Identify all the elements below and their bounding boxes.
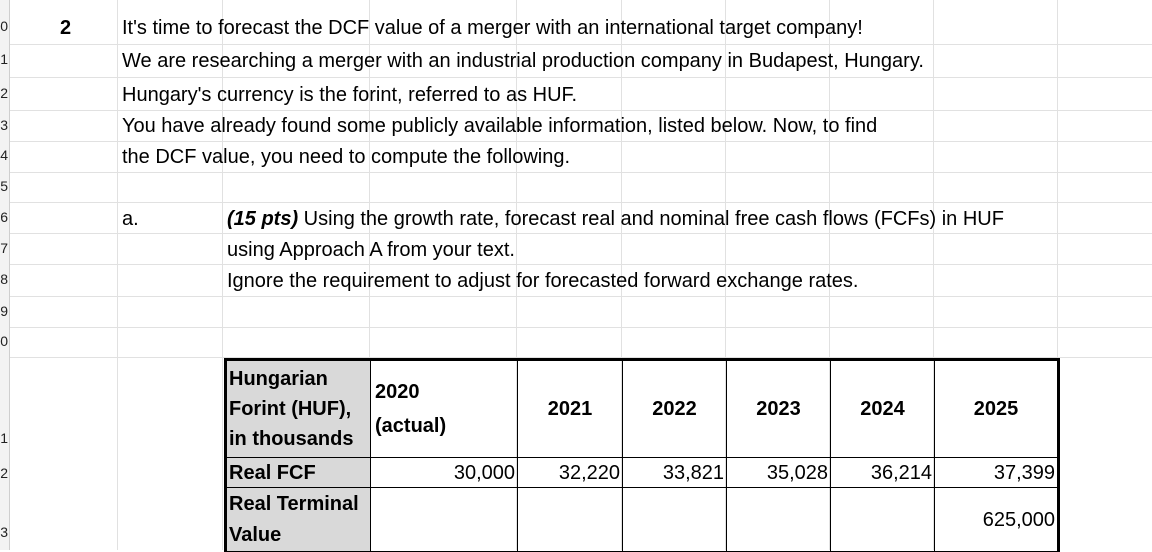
row-label-real-terminal-value[interactable]: Real Terminal Value xyxy=(224,487,371,552)
table-row: Real FCF 30,000 32,220 33,821 35,028 36,… xyxy=(224,457,1060,488)
gridline xyxy=(0,44,1152,45)
gridline xyxy=(725,0,726,550)
value-cell[interactable]: 35,028 xyxy=(726,457,831,488)
part-a-line-1[interactable]: (15 pts) Using the growth rate, forecast… xyxy=(227,207,1004,231)
gridline xyxy=(0,202,1152,203)
gridline xyxy=(0,77,1152,78)
points-label: (15 pts) xyxy=(227,208,299,230)
part-a-line-3[interactable]: Ignore the requirement to adjust for for… xyxy=(227,270,859,292)
year-sublabel: (actual) xyxy=(375,415,447,437)
gridline xyxy=(933,0,934,550)
gridline xyxy=(0,296,1152,297)
gridline xyxy=(0,172,1152,173)
gridline xyxy=(0,357,1152,358)
row-header-column[interactable]: 0 1 2 3 4 5 6 7 8 9 0 1 2 3 xyxy=(0,0,10,550)
value-cell[interactable] xyxy=(370,487,518,552)
row-label-real-fcf[interactable]: Real FCF xyxy=(224,457,371,488)
table-row: Real Terminal Value 625,000 xyxy=(224,487,1060,552)
year-header-2020[interactable]: 2020 (actual) xyxy=(370,358,518,458)
value-cell[interactable]: 37,399 xyxy=(934,457,1060,488)
gridline xyxy=(621,0,622,550)
row-number[interactable]: 4 xyxy=(0,147,8,163)
problem-line[interactable]: You have already found some publicly ava… xyxy=(122,115,878,137)
row-number[interactable]: 2 xyxy=(0,465,8,481)
row-number[interactable]: 5 xyxy=(0,178,8,194)
year-header[interactable]: 2025 xyxy=(934,358,1060,458)
problem-line[interactable]: the DCF value, you need to compute the f… xyxy=(122,146,571,168)
value-cell[interactable] xyxy=(830,487,935,552)
row-number[interactable]: 0 xyxy=(0,333,8,349)
year-header[interactable]: 2023 xyxy=(726,358,831,458)
problem-number[interactable]: 2 xyxy=(60,17,72,39)
year-header[interactable]: 2024 xyxy=(830,358,935,458)
row-number[interactable]: 1 xyxy=(0,51,8,67)
value-cell[interactable] xyxy=(517,487,623,552)
problem-line[interactable]: It's time to forecast the DCF value of a… xyxy=(122,17,863,39)
row-number[interactable]: 3 xyxy=(0,117,8,133)
corner-line: Forint (HUF), xyxy=(229,398,352,420)
problem-line[interactable]: Hungary's currency is the forint, referr… xyxy=(122,84,578,106)
value-cell[interactable] xyxy=(726,487,831,552)
row-number[interactable]: 8 xyxy=(0,271,8,287)
value-cell[interactable]: 32,220 xyxy=(517,457,623,488)
year-label: 2020 xyxy=(375,381,420,403)
year-header[interactable]: 2021 xyxy=(517,358,623,458)
gridline xyxy=(0,327,1152,328)
table-corner-cell[interactable]: Hungarian Forint (HUF), in thousands xyxy=(224,358,371,458)
gridline xyxy=(516,0,517,550)
row-number[interactable]: 0 xyxy=(0,18,8,34)
row-number[interactable]: 2 xyxy=(0,85,8,101)
part-label[interactable]: a. xyxy=(122,208,139,230)
row-number[interactable]: 9 xyxy=(0,303,8,319)
gridline xyxy=(0,233,1152,234)
row-number[interactable]: 3 xyxy=(0,524,8,540)
fcf-table: Hungarian Forint (HUF), in thousands 202… xyxy=(224,358,1060,552)
gridline xyxy=(1057,0,1058,550)
row-label-line: Value xyxy=(229,523,282,546)
part-a-line-2[interactable]: using Approach A from your text. xyxy=(227,239,515,261)
table-header-row: Hungarian Forint (HUF), in thousands 202… xyxy=(224,358,1060,458)
value-cell[interactable]: 33,821 xyxy=(622,457,727,488)
part-a-text: Using the growth rate, forecast real and… xyxy=(298,208,1004,230)
row-number[interactable]: 1 xyxy=(0,430,8,446)
gridline xyxy=(0,110,1152,111)
row-number[interactable]: 7 xyxy=(0,240,8,256)
gridline xyxy=(0,141,1152,142)
value-cell[interactable]: 36,214 xyxy=(830,457,935,488)
corner-line: Hungarian xyxy=(229,368,328,390)
value-cell[interactable]: 30,000 xyxy=(370,457,518,488)
gridline xyxy=(0,264,1152,265)
gridline xyxy=(369,0,370,550)
value-cell[interactable]: 625,000 xyxy=(934,487,1060,552)
value-cell[interactable] xyxy=(622,487,727,552)
year-header[interactable]: 2022 xyxy=(622,358,727,458)
gridline xyxy=(222,0,223,550)
gridline xyxy=(829,0,830,550)
gridline xyxy=(117,0,118,550)
row-number[interactable]: 6 xyxy=(0,209,8,225)
problem-line[interactable]: We are researching a merger with an indu… xyxy=(122,50,924,72)
row-label-line: Real Terminal xyxy=(229,492,359,515)
corner-line: in thousands xyxy=(229,428,354,450)
